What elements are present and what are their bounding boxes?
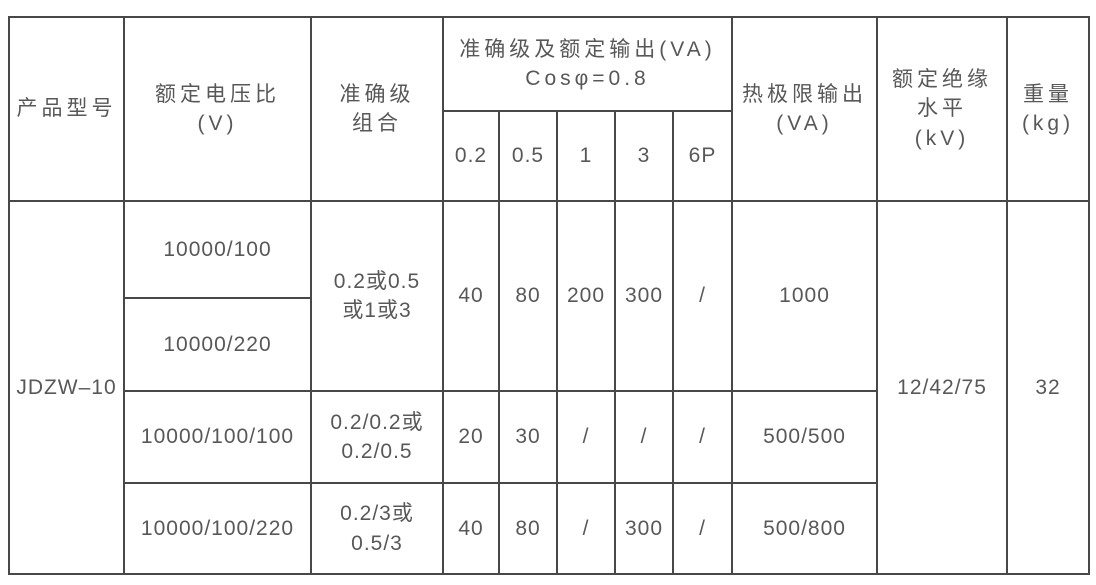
header-subcol-0-2: 0.2 [442,110,500,202]
cell-output-3-0-5: 30 [498,390,558,484]
spec-table: 产品型号 额定电压比 (V) 准确级 组合 准确级及额定输出(VA) Cosφ=… [8,16,1091,575]
header-subcol-3: 3 [614,110,674,202]
cell-thermal-limit-3: 500/500 [731,390,879,484]
header-weight: 重量 (kg) [1006,16,1091,202]
header-accuracy-output-group: 准确级及额定输出(VA) Cosφ=0.8 [441,16,734,112]
cell-output-4-0-5: 80 [498,482,558,575]
cell-thermal-limit-1: 1000 [731,200,879,392]
cell-output-3-1: / [556,390,616,484]
cell-output-1-1: 200 [556,200,616,392]
cell-output-1-0-5: 80 [498,200,558,392]
cell-insulation-level: 12/42/75 [876,200,1009,575]
header-subcol-0-5: 0.5 [498,110,558,202]
cell-output-1-6p: / [671,200,734,392]
cell-output-4-3: 300 [614,482,674,575]
header-row-group: 产品型号 额定电压比 (V) 准确级 组合 准确级及额定输出(VA) Cosφ=… [8,16,1091,202]
data-row-1: JDZW–10 10000/100 0.2或0.5 或1或3 40 80 200… [8,200,1091,575]
cell-output-3-6p: / [671,390,734,484]
data-row-3: 10000/100/100 0.2/0.2或 0.2/0.5 20 30 / /… [9,390,1089,484]
data-row-4: 10000/100/220 0.2/3或 0.5/3 40 80 / 300 /… [9,482,1089,575]
cell-output-4-1: / [556,482,616,575]
cell-product-model: JDZW–10 [8,200,125,575]
cell-accuracy-combo-1: 0.2或0.5 或1或3 [310,200,444,392]
header-product-model: 产品型号 [8,16,125,202]
cell-thermal-limit-4: 500/800 [731,482,879,575]
header-row-subcolumns: 0.2 0.5 1 3 6P [9,110,1089,202]
header-voltage-ratio: 额定电压比 (V) [123,16,312,202]
header-accuracy-combo: 准确级 组合 [310,16,444,202]
cell-voltage-ratio-1: 10000/100 [123,200,312,299]
cell-voltage-ratio-3: 10000/100/100 [123,390,312,484]
cell-output-3-0-2: 20 [442,390,500,484]
cell-output-4-0-2: 40 [442,482,500,575]
cell-voltage-ratio-4: 10000/100/220 [123,482,312,575]
data-row-2: 10000/220 [9,297,1089,392]
header-thermal-limit: 热极限输出 (VA) [731,16,879,202]
cell-weight: 32 [1006,200,1091,575]
cell-output-3-3: / [614,390,674,484]
header-subcol-6p: 6P [671,110,734,202]
cell-output-1-3: 300 [614,200,674,392]
cell-voltage-ratio-2: 10000/220 [123,297,312,392]
cell-accuracy-combo-3: 0.2/0.2或 0.2/0.5 [310,390,444,484]
header-subcol-1: 1 [556,110,616,202]
cell-output-4-6p: / [671,482,734,575]
cell-accuracy-combo-4: 0.2/3或 0.5/3 [310,482,444,575]
cell-output-1-0-2: 40 [442,200,500,392]
header-insulation-level: 额定绝缘 水平 (kV) [876,16,1009,202]
